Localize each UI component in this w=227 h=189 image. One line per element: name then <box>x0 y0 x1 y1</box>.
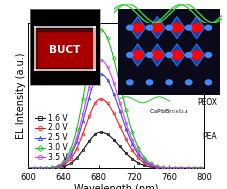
Polygon shape <box>130 17 146 39</box>
FancyBboxPatch shape <box>34 28 96 71</box>
Circle shape <box>191 51 202 59</box>
Polygon shape <box>189 44 205 66</box>
Polygon shape <box>189 17 205 39</box>
Circle shape <box>205 80 212 85</box>
Circle shape <box>186 25 192 30</box>
Circle shape <box>205 53 212 57</box>
Circle shape <box>186 80 192 85</box>
Circle shape <box>166 25 172 30</box>
Circle shape <box>152 23 163 32</box>
Text: BUCT: BUCT <box>49 45 80 54</box>
Circle shape <box>132 51 143 59</box>
Circle shape <box>171 51 183 59</box>
Circle shape <box>146 53 153 57</box>
Circle shape <box>186 53 192 57</box>
Text: CsPbBr$_{0.6}$I$_{2.4}$: CsPbBr$_{0.6}$I$_{2.4}$ <box>149 107 189 116</box>
Polygon shape <box>149 44 165 66</box>
Polygon shape <box>149 17 165 39</box>
Circle shape <box>205 25 212 30</box>
Circle shape <box>127 53 133 57</box>
Legend: 1.6 V, 2.0 V, 2.5 V, 3.0 V, 3.5 V: 1.6 V, 2.0 V, 2.5 V, 3.0 V, 3.5 V <box>34 113 68 163</box>
Circle shape <box>171 23 183 32</box>
Bar <box>34 26 96 28</box>
Polygon shape <box>130 44 146 66</box>
Y-axis label: EL Intensity (a.u.): EL Intensity (a.u.) <box>16 52 26 139</box>
FancyBboxPatch shape <box>37 31 93 68</box>
Circle shape <box>191 23 202 32</box>
Bar <box>34 69 96 71</box>
Text: PEA: PEA <box>203 132 217 141</box>
Circle shape <box>146 25 153 30</box>
X-axis label: Wavelength (nm): Wavelength (nm) <box>74 184 159 189</box>
Circle shape <box>166 80 172 85</box>
Circle shape <box>127 80 133 85</box>
Polygon shape <box>169 44 185 66</box>
Circle shape <box>127 25 133 30</box>
Bar <box>34 26 36 71</box>
Circle shape <box>146 80 153 85</box>
Circle shape <box>152 51 163 59</box>
Polygon shape <box>169 17 185 39</box>
Circle shape <box>166 53 172 57</box>
Bar <box>93 26 96 71</box>
Text: PEOX: PEOX <box>197 98 217 107</box>
Circle shape <box>132 23 143 32</box>
